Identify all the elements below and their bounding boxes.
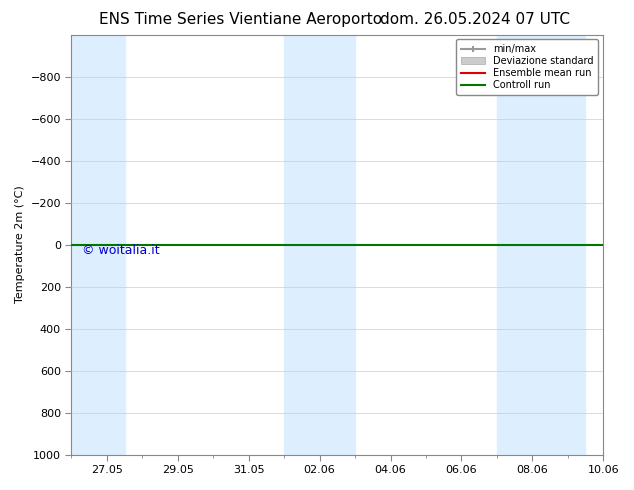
Bar [284,35,355,455]
Text: dom. 26.05.2024 07 UTC: dom. 26.05.2024 07 UTC [380,12,571,27]
Text: © woitalia.it: © woitalia.it [82,245,160,257]
Bar [72,35,125,455]
Legend: min/max, Deviazione standard, Ensemble mean run, Controll run: min/max, Deviazione standard, Ensemble m… [456,40,598,95]
Text: ENS Time Series Vientiane Aeroporto: ENS Time Series Vientiane Aeroporto [100,12,382,27]
Y-axis label: Temperature 2m (°C): Temperature 2m (°C) [15,186,25,303]
Bar [497,35,585,455]
